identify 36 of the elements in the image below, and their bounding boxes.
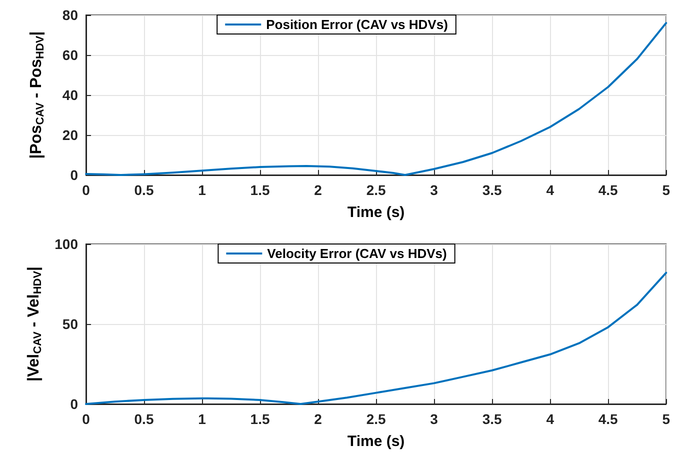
x-tick-label: 1 <box>198 411 206 427</box>
x-tick-label: 2.5 <box>366 411 386 427</box>
y-axis-title: |PosCAV - PosHDV| <box>28 31 46 159</box>
x-axis-title: Time (s) <box>347 433 405 450</box>
x-tick-label: 1.5 <box>250 411 270 427</box>
x-tick-label: 3.5 <box>482 182 502 198</box>
x-tick-label: 0 <box>82 182 90 198</box>
x-tick-label: 4.5 <box>598 182 618 198</box>
x-tick-label: 1 <box>198 182 206 198</box>
x-tick-label: 1.5 <box>250 182 270 198</box>
x-tick-label: 0.5 <box>134 182 154 198</box>
x-tick-label: 0.5 <box>134 411 154 427</box>
y-axis-title: |VelCAV - VelHDV| <box>26 266 44 382</box>
x-tick-label: 3.5 <box>482 411 502 427</box>
x-tick-label: 0 <box>82 411 90 427</box>
legend-label: Position Error (CAV vs HDVs) <box>266 17 448 32</box>
x-tick-label: 2 <box>314 182 322 198</box>
x-tick-label: 5 <box>662 182 670 198</box>
y-tick-label: 80 <box>62 7 78 23</box>
x-tick-label: 3 <box>430 182 438 198</box>
y-tick-label: 0 <box>70 396 78 412</box>
y-tick-label: 60 <box>62 47 78 63</box>
legend-label: Velocity Error (CAV vs HDVs) <box>267 246 447 261</box>
y-tick-label: 20 <box>62 127 78 143</box>
x-tick-label: 4 <box>546 182 554 198</box>
x-tick-label: 2 <box>314 411 322 427</box>
x-tick-label: 5 <box>662 411 670 427</box>
x-tick-label: 3 <box>430 411 438 427</box>
y-tick-label: 0 <box>70 167 78 183</box>
y-tick-label: 100 <box>54 236 78 252</box>
x-axis-title: Time (s) <box>347 204 405 221</box>
x-tick-label: 4.5 <box>598 411 618 427</box>
x-tick-label: 2.5 <box>366 182 386 198</box>
y-tick-label: 50 <box>62 316 78 332</box>
x-tick-label: 4 <box>546 411 554 427</box>
y-tick-label: 40 <box>62 87 78 103</box>
